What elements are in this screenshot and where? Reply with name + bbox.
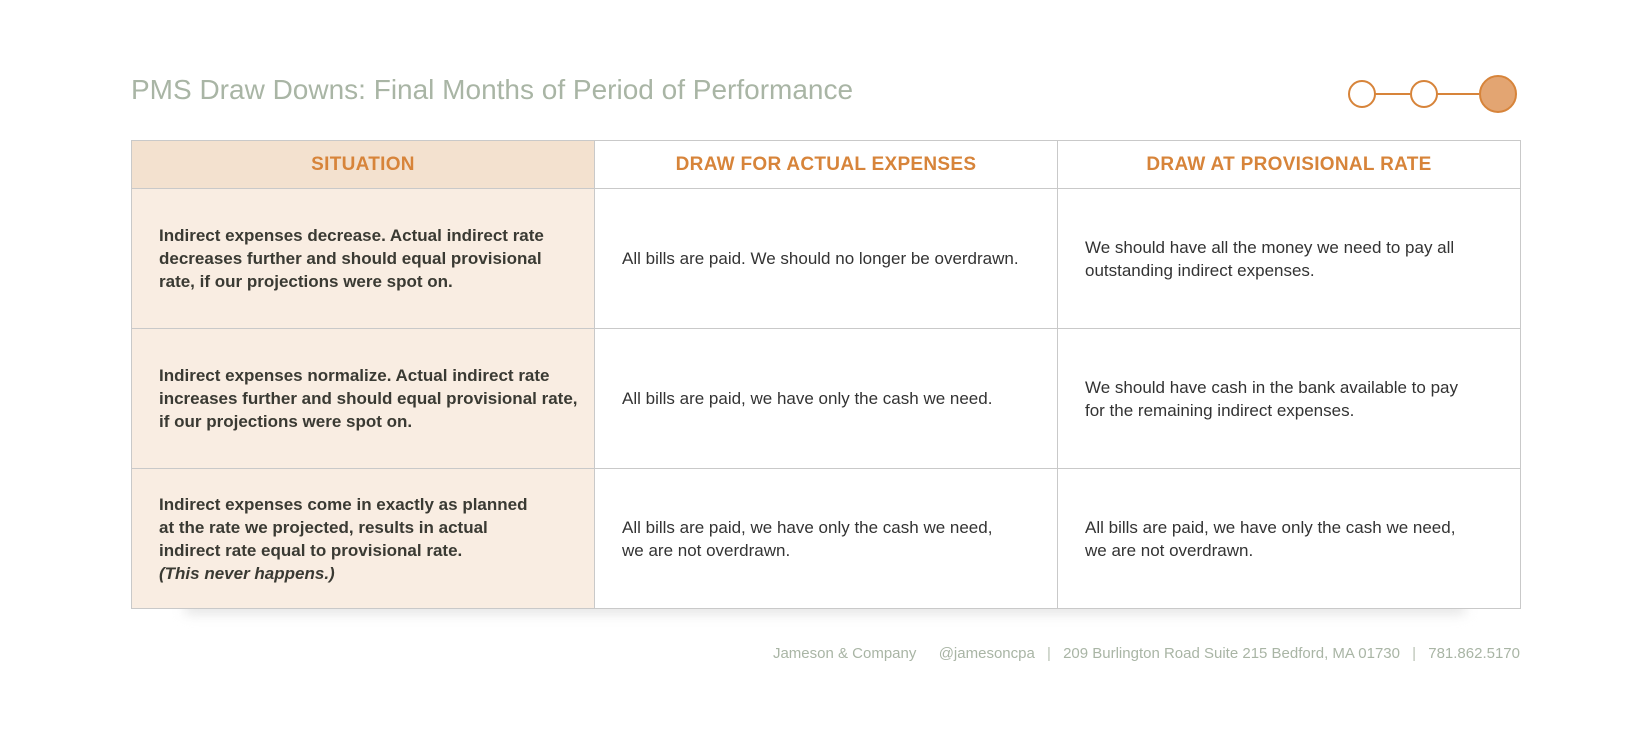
footer: Jameson & Company @jamesoncpa | 209 Burl… (773, 645, 1520, 662)
provisional-rate-cell: We should have all the money we need to … (1057, 188, 1521, 329)
cell-line: decreases further and should equal provi… (159, 249, 542, 268)
cell-line: rate, if our projections were spot on. (159, 272, 453, 291)
cell-line: We should have cash in the bank availabl… (1085, 377, 1458, 397)
footer-handle: @jamesoncpa (938, 645, 1035, 662)
cell-line: Indirect expenses decrease. Actual indir… (159, 226, 544, 245)
cell-line: we are not overdrawn. (622, 540, 791, 560)
cell-line: at the rate we projected, results in act… (159, 517, 488, 537)
cell-line: if our projections were spot on. (159, 412, 413, 431)
header-draw-provisional-rate: DRAW AT PROVISIONAL RATE (1057, 140, 1521, 189)
cell-line: We should have all the money we need to … (1085, 237, 1455, 257)
cell-line: Indirect expenses come in exactly as pla… (159, 494, 528, 514)
header-draw-actual-expenses: DRAW FOR ACTUAL EXPENSES (594, 140, 1058, 189)
situation-cell: Indirect expenses decrease. Actual indir… (131, 188, 595, 329)
cell-line: All bills are paid, we have only the cas… (622, 389, 993, 408)
situation-cell: Indirect expenses normalize. Actual indi… (131, 328, 595, 469)
footer-separator: | (1046, 645, 1051, 662)
provisional-rate-cell: All bills are paid, we have only the cas… (1057, 468, 1521, 609)
footer-phone: 781.862.5170 (1428, 645, 1520, 662)
cell-line: All bills are paid, we have only the cas… (622, 517, 993, 537)
footer-company: Jameson & Company (772, 645, 917, 662)
cell-line: we are not overdrawn. (1085, 540, 1254, 560)
cell-line: outstanding indirect expenses. (1085, 260, 1315, 280)
progress-indicator (1348, 75, 1517, 113)
actual-expenses-cell: All bills are paid. We should no longer … (594, 188, 1058, 329)
provisional-rate-cell: We should have cash in the bank availabl… (1057, 328, 1521, 469)
progress-step-2 (1410, 80, 1438, 108)
progress-step-1 (1348, 80, 1376, 108)
cell-line: All bills are paid, we have only the cas… (1085, 517, 1456, 537)
comparison-table: SITUATION DRAW FOR ACTUAL EXPENSES DRAW … (131, 140, 1521, 609)
table-row: Indirect expenses normalize. Actual indi… (131, 328, 1521, 469)
actual-expenses-cell: All bills are paid, we have only the cas… (594, 468, 1058, 609)
cell-line: for the remaining indirect expenses. (1085, 400, 1355, 420)
cell-line: Indirect expenses normalize. Actual indi… (159, 366, 550, 385)
cell-line: indirect rate equal to provisional rate. (159, 540, 463, 560)
situation-note: (This never happens.) (159, 563, 335, 583)
cell-line: All bills are paid. We should no longer … (622, 249, 1019, 268)
table-header-row: SITUATION DRAW FOR ACTUAL EXPENSES DRAW … (131, 140, 1521, 189)
footer-separator: | (1412, 645, 1417, 662)
progress-step-3 (1479, 75, 1517, 113)
header-situation: SITUATION (131, 140, 595, 189)
situation-cell: Indirect expenses come in exactly as pla… (131, 468, 595, 609)
cell-line: increases further and should equal provi… (159, 389, 578, 408)
page-title: PMS Draw Downs: Final Months of Period o… (131, 74, 854, 105)
footer-address: 209 Burlington Road Suite 215 Bedford, M… (1063, 645, 1400, 662)
table-row: Indirect expenses decrease. Actual indir… (131, 188, 1521, 329)
actual-expenses-cell: All bills are paid, we have only the cas… (594, 328, 1058, 469)
table-row: Indirect expenses come in exactly as pla… (131, 468, 1521, 609)
